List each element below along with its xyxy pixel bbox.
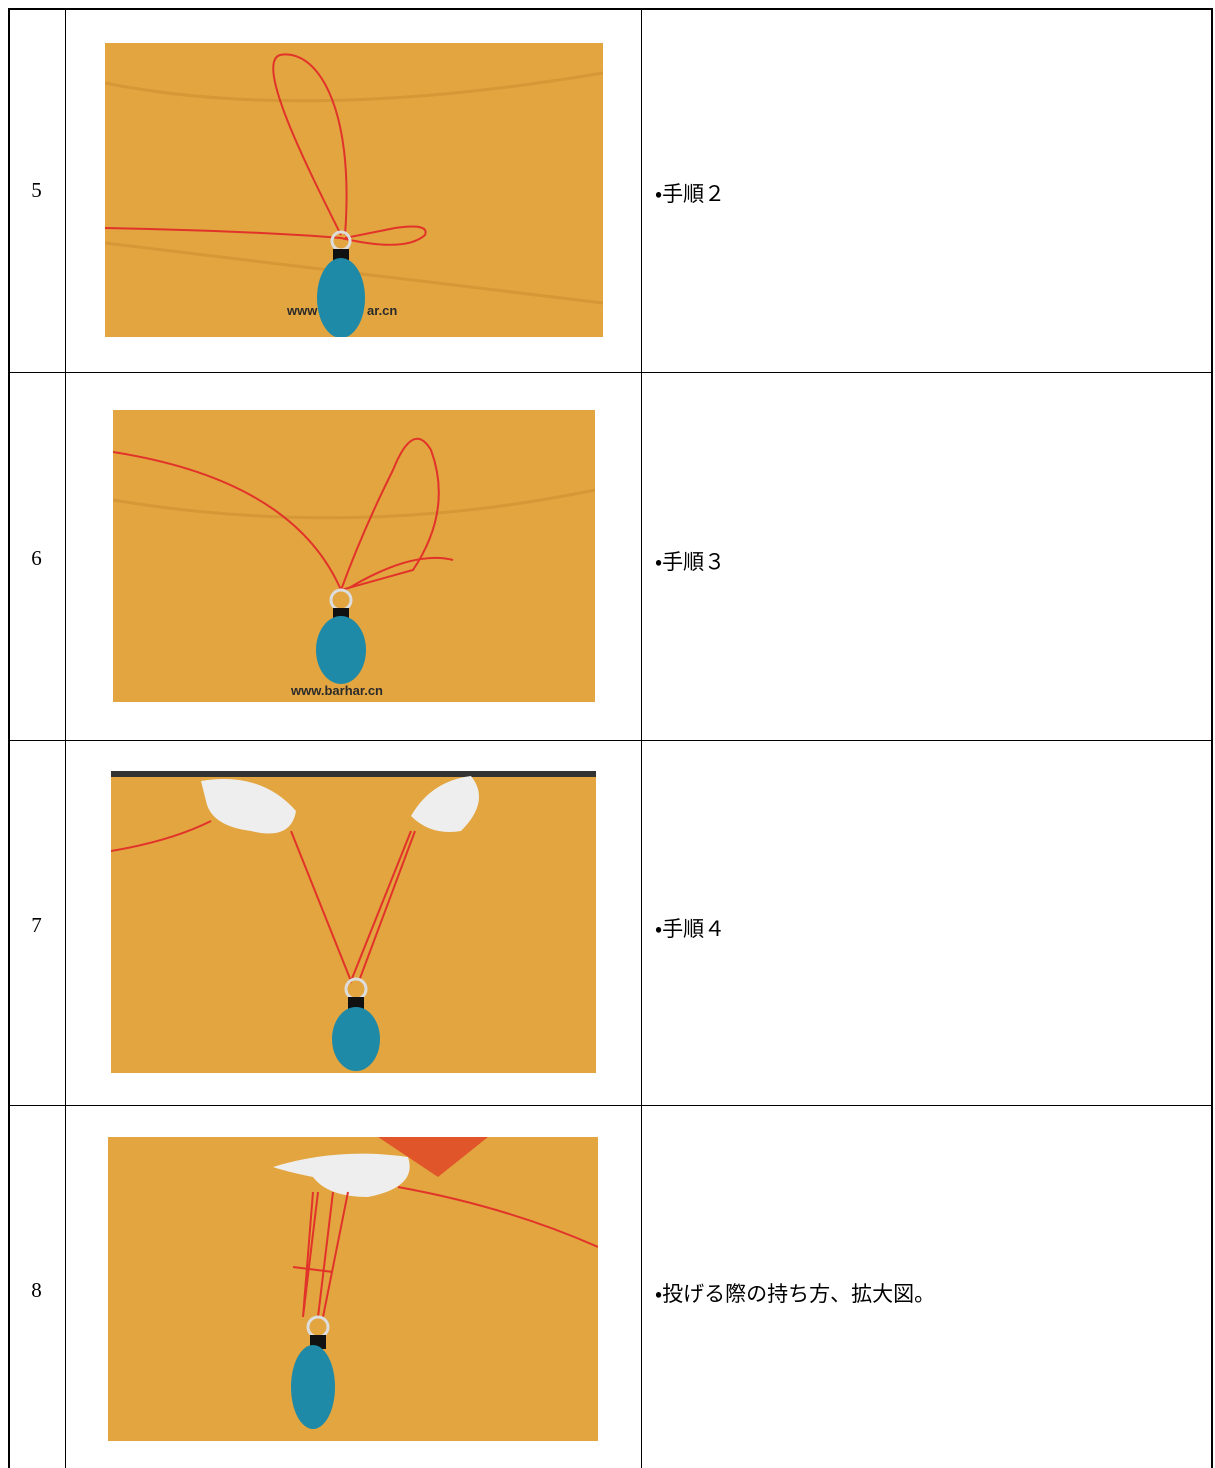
border — [8, 8, 1213, 10]
step-description: ・投げる際の持ち方、拡大図。 — [655, 1282, 936, 1306]
step-description: ・手順２ — [655, 182, 726, 206]
watermark: www — [286, 303, 318, 318]
photo: www ar.cn — [105, 43, 603, 337]
photo: www.barhar.cn — [113, 410, 595, 702]
watermark: ar.cn — [367, 303, 397, 318]
border — [65, 8, 66, 1468]
border — [8, 1105, 1213, 1106]
watermark: www.barhar.cn — [290, 683, 383, 698]
step-number: 5 — [31, 178, 42, 202]
step-description: ・手順４ — [655, 917, 726, 941]
step-number: 8 — [31, 1278, 42, 1302]
border — [8, 8, 10, 1468]
border — [8, 740, 1213, 741]
step-description: ・手順３ — [655, 550, 726, 574]
photo — [111, 771, 596, 1073]
step-number: 7 — [31, 913, 42, 937]
border — [8, 372, 1213, 373]
photo — [108, 1137, 598, 1441]
border — [641, 8, 642, 1468]
step-number: 6 — [31, 546, 42, 570]
border — [1211, 8, 1213, 1468]
